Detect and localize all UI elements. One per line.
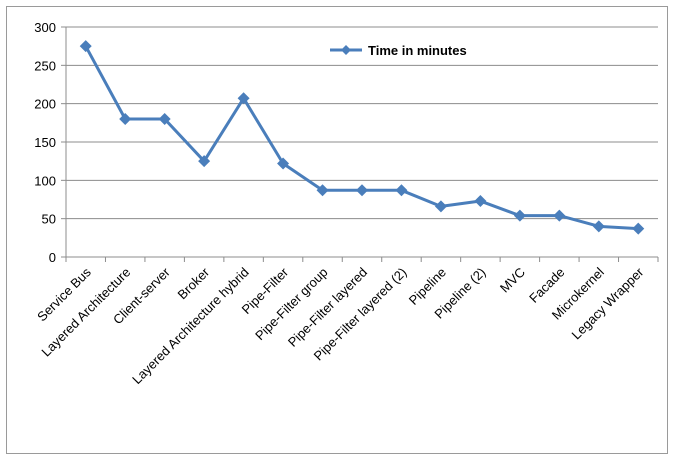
data-point [237,92,250,105]
x-tick-label: Legacy Wrapper [568,264,646,342]
y-axis-ticks: 0 50 100 150 200 250 300 [34,20,66,265]
data-point [198,155,211,168]
y-tick-label: 50 [42,212,56,227]
data-point [79,40,92,53]
x-tick-label: MVC [497,265,528,296]
legend-swatch-marker [341,45,351,55]
x-tick-label: Broker [175,264,213,302]
y-tick-label: 150 [34,135,56,150]
chart-frame [6,6,668,454]
legend-label: Time in minutes [368,43,467,58]
data-point [632,222,645,235]
data-point [513,209,526,222]
data-point [316,184,329,197]
data-point [158,113,171,125]
y-tick-label: 100 [34,173,56,188]
legend: Time in minutes [330,43,467,58]
data-point [553,209,566,222]
y-tick-label: 200 [34,97,56,112]
data-point [395,184,408,197]
data-point [356,184,368,197]
series-group [79,40,645,235]
data-point [119,113,132,125]
data-point [474,195,487,208]
y-tick-label: 300 [34,20,56,35]
data-point [592,220,605,233]
data-point [434,200,447,213]
series-line [84,45,639,231]
y-tick-label: 250 [34,58,56,73]
y-tick-label: 0 [49,250,56,265]
axes [65,27,658,258]
data-point [277,157,290,170]
